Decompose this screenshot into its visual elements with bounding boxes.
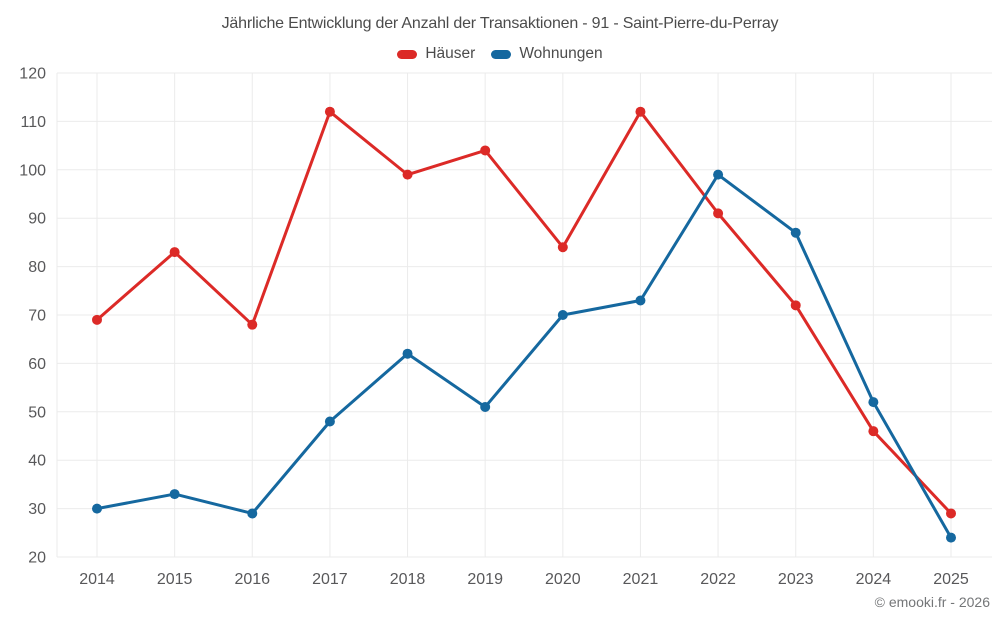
series-1-point[interactable]	[635, 295, 646, 306]
series-1-point[interactable]	[713, 169, 724, 180]
series-0-line	[95, 110, 953, 515]
series-0-point[interactable]	[324, 106, 335, 117]
series-1-point[interactable]	[790, 227, 801, 238]
series-0-point[interactable]	[480, 145, 491, 156]
wohnungen-swatch-icon	[491, 49, 512, 59]
x-tick-label: 2023	[778, 571, 814, 588]
y-tick-label: 40	[28, 453, 46, 470]
series-0-point[interactable]	[402, 169, 413, 180]
y-tick-label: 20	[28, 550, 46, 567]
chart-title: Jährliche Entwicklung der Anzahl der Tra…	[221, 15, 779, 32]
series-1-point[interactable]	[169, 489, 180, 500]
x-tick-label: 2022	[700, 571, 736, 588]
legend-label-hauser: Häuser	[425, 45, 476, 62]
series-1-point[interactable]	[868, 397, 879, 408]
x-tick-label: 2021	[623, 571, 659, 588]
series-1-line	[95, 173, 953, 540]
copyright: © emooki.fr - 2026	[874, 594, 990, 610]
y-tick-label: 60	[28, 356, 46, 373]
series-0-point[interactable]	[92, 314, 102, 325]
x-tick-label: 2015	[157, 571, 193, 588]
series-0-point[interactable]	[713, 208, 724, 219]
x-tick-label: 2016	[234, 571, 270, 588]
y-tick-label: 50	[28, 404, 46, 421]
series-1-point[interactable]	[557, 310, 568, 320]
y-tick-label: 90	[28, 211, 46, 228]
y-tick-label: 30	[28, 501, 46, 518]
x-tick-label: 2014	[79, 571, 115, 588]
y-tick-label: 70	[28, 308, 46, 325]
series-0-point[interactable]	[635, 106, 646, 117]
series-1-point[interactable]	[247, 508, 258, 519]
y-tick-label: 110	[20, 114, 46, 131]
series-0-point[interactable]	[169, 247, 180, 258]
x-tick-label: 2020	[545, 571, 581, 588]
x-tick-label: 2019	[467, 571, 503, 588]
y-tick-label: 120	[19, 66, 46, 83]
legend-item-hauser[interactable]: Häuser	[397, 45, 475, 63]
x-tick-label: 2018	[390, 571, 426, 588]
series-0-point[interactable]	[868, 426, 879, 437]
series-1-point[interactable]	[402, 348, 413, 359]
legend: Häuser Wohnungen	[0, 45, 1000, 63]
y-tick-label: 80	[28, 259, 46, 276]
series-0-point[interactable]	[946, 508, 956, 519]
series-1-point[interactable]	[92, 503, 102, 514]
y-tick-label: 100	[19, 162, 46, 179]
series-1-point[interactable]	[480, 401, 491, 412]
x-tick-label: 2025	[933, 571, 969, 588]
series-0-point[interactable]	[247, 319, 258, 330]
legend-item-wohnungen[interactable]: Wohnungen	[491, 45, 603, 63]
hauser-swatch-icon	[397, 49, 418, 59]
series-1-point[interactable]	[324, 416, 335, 427]
series-0-point[interactable]	[790, 300, 801, 311]
series-0-point[interactable]	[557, 242, 568, 253]
series-1-point[interactable]	[946, 532, 956, 543]
legend-label-wohnungen: Wohnungen	[519, 45, 603, 62]
x-tick-label: 2017	[312, 571, 348, 588]
x-tick-label: 2024	[856, 571, 892, 588]
